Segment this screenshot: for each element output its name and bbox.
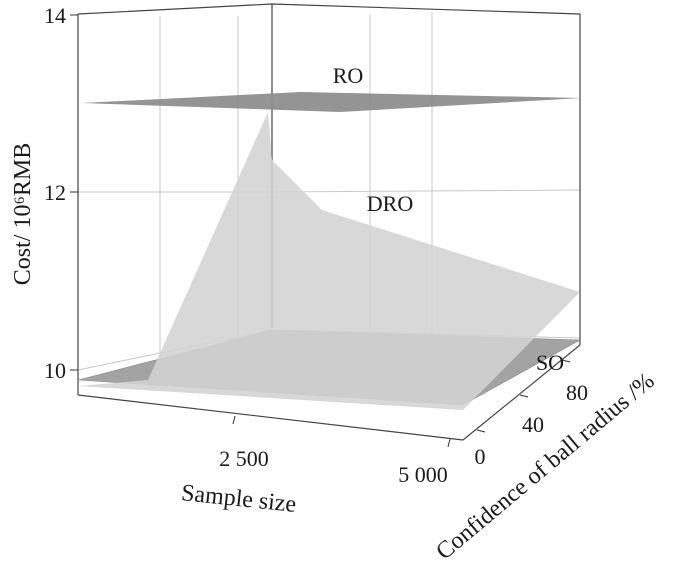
y-tick-mark [519,394,529,398]
y-tick-mark [476,429,486,433]
grid-line [271,189,581,193]
x-axis-line [77,394,464,441]
z-axis-title: Cost/ 10⁶RMB [10,143,36,285]
series-label-dro: DRO [367,191,413,216]
x-axis-title: Sample size [180,480,297,518]
x-tick-label: 5 000 [398,462,448,487]
y-axis-line [462,344,581,441]
x-axis: 2 500 5 000 Sample size [180,415,451,518]
x-tick-mark [447,438,451,448]
z-tick-label: 12 [44,180,66,205]
y-tick-label: 80 [566,380,588,405]
y-tick-label: 40 [522,412,544,437]
series-label-ro: RO [333,63,364,88]
y-tick-mark [561,359,571,363]
surface-ro [82,92,582,112]
y-tick-label: 0 [475,444,486,469]
surface-dro [78,112,580,410]
axes-frame [77,3,581,441]
x-tick-mark [232,415,236,425]
series-label-so: SO [536,350,564,375]
z-tick-label: 14 [44,3,66,28]
x-tick-label: 2 500 [219,446,269,471]
z-tick-label: 10 [44,358,66,383]
frame-top-back [77,3,581,15]
z-axis: 14 12 10 Cost/ 10⁶RMB [10,3,78,383]
